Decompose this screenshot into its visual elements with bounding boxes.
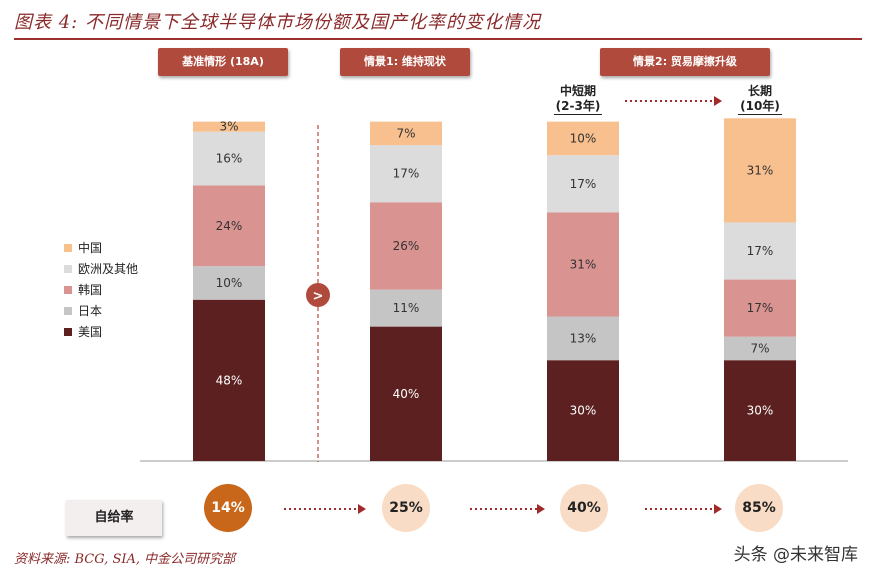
period-long-sub: (10年)	[738, 99, 782, 115]
bar-segment	[370, 326, 442, 461]
bar-segment	[547, 121, 619, 156]
legend-label: 美国	[78, 325, 102, 339]
scenario-base-label: 基准情形 (18A)	[158, 48, 288, 76]
data-label: 16%	[216, 152, 243, 166]
title-rule	[14, 38, 862, 40]
data-label: 40%	[393, 387, 420, 401]
progress-arrow-head	[358, 504, 366, 514]
data-label: 30%	[747, 404, 774, 418]
watermark: 头条 @未来智库	[733, 545, 858, 565]
bar-segment	[724, 336, 796, 361]
data-label: 30%	[570, 404, 597, 418]
bar-segment	[724, 118, 796, 223]
bar-segment	[370, 202, 442, 290]
data-label: 7%	[396, 126, 415, 140]
data-label: 10%	[570, 131, 597, 145]
scenario-2-label: 情景2: 贸易摩擦升级	[600, 48, 770, 76]
data-label: 24%	[216, 219, 243, 233]
period-mid: 中短期 (2-3年)	[538, 84, 618, 115]
data-label: 17%	[747, 244, 774, 258]
bar-segment	[547, 316, 619, 361]
legend-swatch	[64, 328, 72, 336]
bar-segment	[724, 222, 796, 280]
self-sufficiency-circle: 40%	[560, 484, 608, 532]
bar-segment	[370, 121, 442, 146]
data-label: 17%	[570, 177, 597, 191]
bar-segment	[724, 279, 796, 337]
bar-segment	[370, 145, 442, 203]
data-label: 10%	[216, 276, 243, 290]
bar-segment	[193, 299, 265, 461]
self-sufficiency-label: 自给率	[66, 500, 162, 536]
bar-segment	[547, 212, 619, 317]
source-note: 资料来源: BCG, SIA, 中金公司研究部	[14, 552, 236, 567]
period-long: 长期 (10年)	[720, 84, 800, 115]
progress-arrow-head	[714, 504, 722, 514]
scenario-arrow-glyph: >	[313, 289, 324, 304]
period-mid-sub: (2-3年)	[553, 99, 603, 115]
data-label: 48%	[216, 373, 243, 387]
legend-label: 中国	[78, 240, 102, 255]
progress-arrow-head	[537, 504, 545, 514]
legend-swatch	[64, 307, 72, 315]
data-label: 11%	[393, 301, 420, 315]
data-label: 3%	[219, 120, 238, 134]
legend-swatch	[64, 244, 72, 252]
self-sufficiency-circle: 85%	[735, 484, 783, 532]
bar-segment	[547, 155, 619, 213]
legend-swatch	[64, 265, 72, 273]
bar-segment	[193, 266, 265, 300]
data-label: 31%	[570, 257, 597, 271]
data-label: 31%	[747, 163, 774, 177]
period-long-title: 长期	[747, 84, 772, 98]
self-sufficiency-circle: 25%	[382, 484, 430, 532]
data-label: 17%	[747, 301, 774, 315]
legend-label: 韩国	[78, 282, 102, 297]
legend-label: 欧洲及其他	[78, 262, 138, 276]
data-label: 7%	[750, 341, 769, 355]
bar-segment	[193, 131, 265, 186]
bar-segment	[547, 360, 619, 461]
bar-segment	[724, 360, 796, 461]
bar-segment	[193, 121, 265, 132]
period-arrow-head	[714, 96, 722, 106]
data-label: 26%	[393, 239, 420, 253]
bar-segment	[370, 289, 442, 327]
chart-title: 图表 4: 不同情景下全球半导体市场份额及国产化率的变化情况	[14, 12, 541, 33]
period-mid-title: 中短期	[559, 84, 596, 98]
scenario-1-label: 情景1: 维持现状	[340, 48, 470, 76]
legend-label: 日本	[78, 304, 102, 318]
bar-segment	[193, 185, 265, 267]
scenario-arrow-marker	[306, 283, 330, 307]
data-label: 13%	[570, 331, 597, 345]
self-sufficiency-circle: 14%	[204, 484, 252, 532]
legend-swatch	[64, 286, 72, 294]
data-label: 17%	[393, 167, 420, 181]
